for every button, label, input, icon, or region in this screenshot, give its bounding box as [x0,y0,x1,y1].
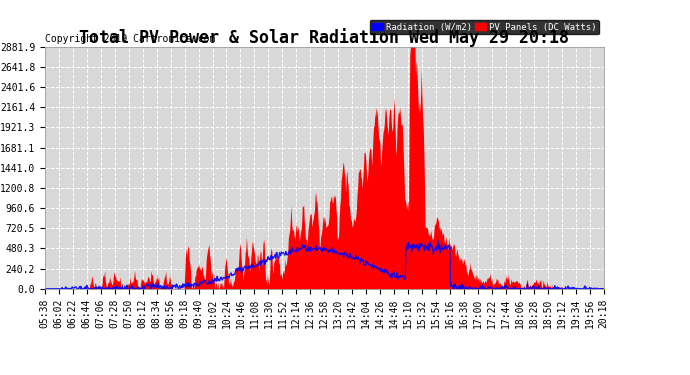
Title: Total PV Power & Solar Radiation Wed May 29 20:18: Total PV Power & Solar Radiation Wed May… [79,28,569,47]
Text: Copyright 2019 Cartronics.com: Copyright 2019 Cartronics.com [45,34,215,45]
Legend: Radiation (W/m2), PV Panels (DC Watts): Radiation (W/m2), PV Panels (DC Watts) [370,20,599,34]
